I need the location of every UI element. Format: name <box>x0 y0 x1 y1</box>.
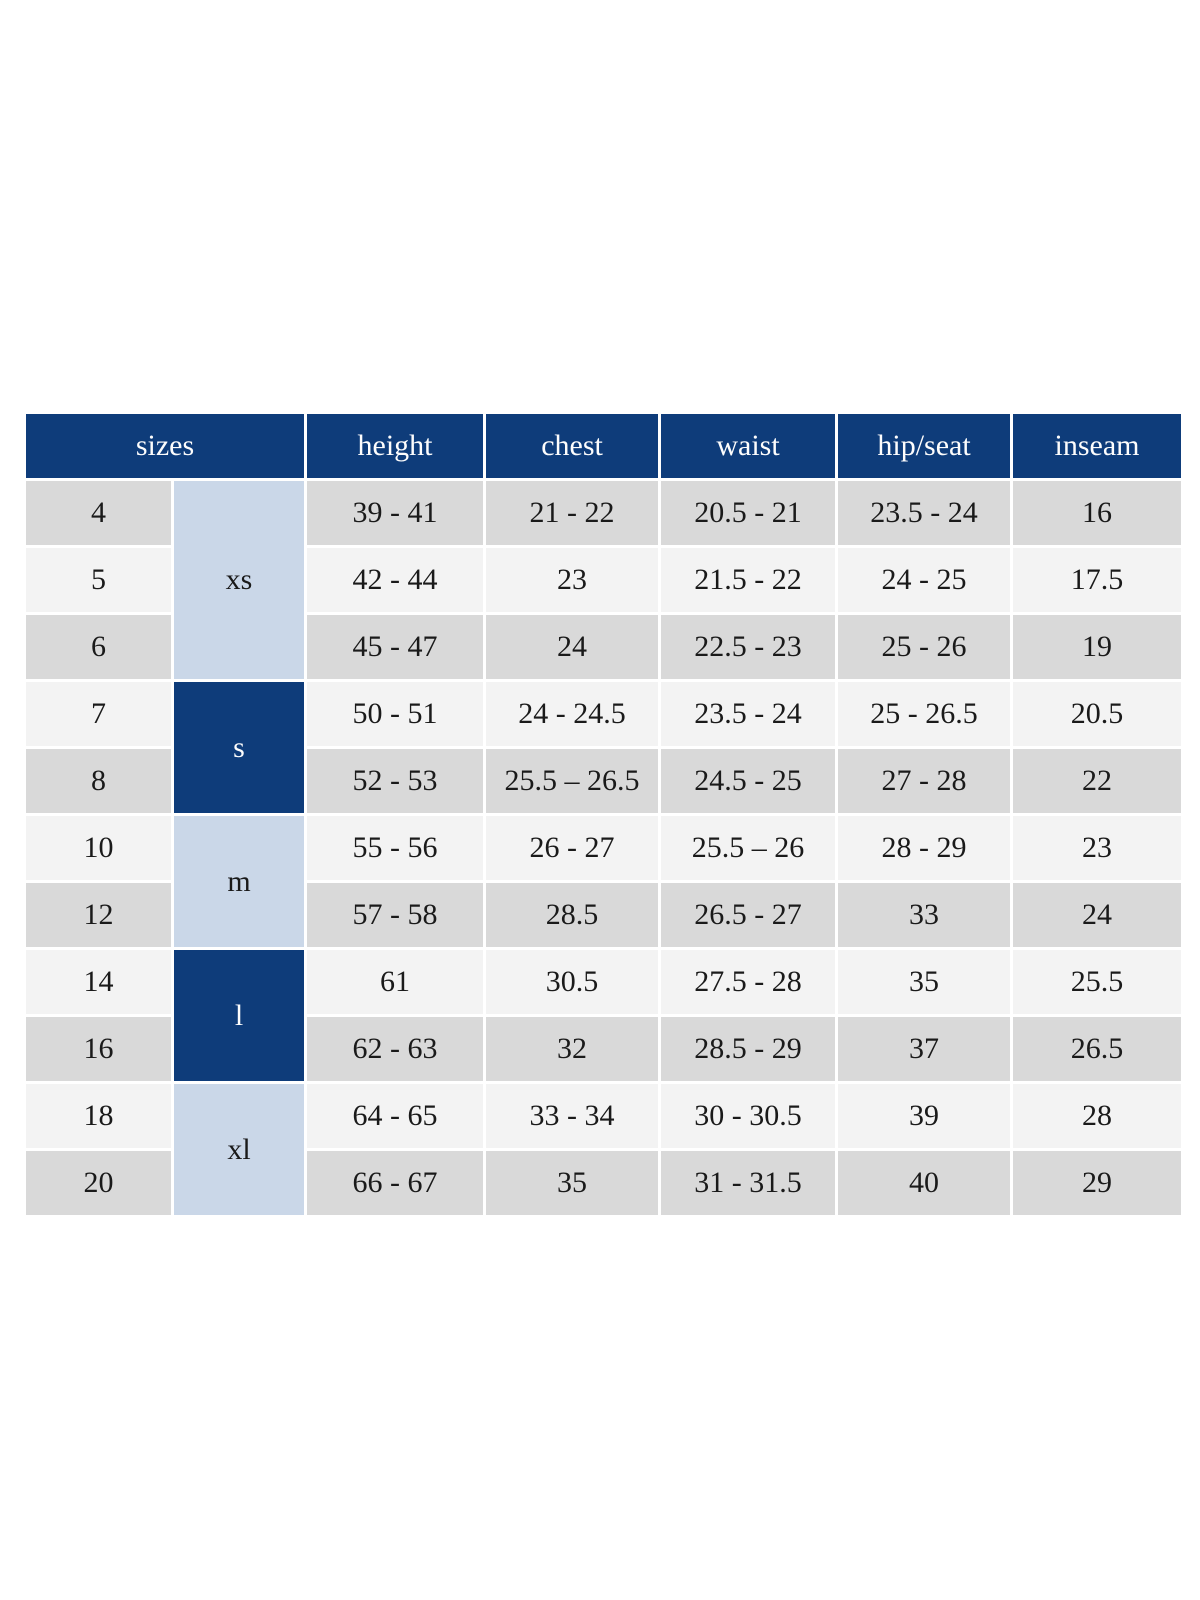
waist-value: 23.5 - 24 <box>661 682 836 746</box>
waist-value: 22.5 - 23 <box>661 615 836 679</box>
size-chart-table: sizes height chest waist hip/seat inseam… <box>23 411 1185 1218</box>
hip-seat-value: 35 <box>838 950 1011 1014</box>
hip-seat-value: 37 <box>838 1017 1011 1081</box>
chest-value: 32 <box>486 1017 659 1081</box>
height-value: 42 - 44 <box>307 548 484 612</box>
chest-value: 26 - 27 <box>486 816 659 880</box>
hip-seat-value: 27 - 28 <box>838 749 1011 813</box>
inseam-value: 16 <box>1013 481 1182 545</box>
height-value: 66 - 67 <box>307 1151 484 1215</box>
chest-value: 23 <box>486 548 659 612</box>
size-value: 5 <box>26 548 171 612</box>
table-row-size-4: 4 xs 39 - 41 21 - 22 20.5 - 21 23.5 - 24… <box>26 481 1182 679</box>
height-value: 39 - 41 <box>307 481 484 545</box>
table-header: sizes height chest waist hip/seat inseam <box>26 414 1182 478</box>
chest-value: 30.5 <box>486 950 659 1014</box>
inseam-value: 20.5 <box>1013 682 1182 746</box>
column-header-hip-seat: hip/seat <box>838 414 1011 478</box>
waist-value: 31 - 31.5 <box>661 1151 836 1215</box>
chest-value: 21 - 22 <box>486 481 659 545</box>
waist-value: 28.5 - 29 <box>661 1017 836 1081</box>
size-value: 6 <box>26 615 171 679</box>
hip-seat-value: 25 - 26 <box>838 615 1011 679</box>
table-row-size-7: 7 s 50 - 51 24 - 24.5 23.5 - 24 25 - 26.… <box>26 682 1182 813</box>
chest-value: 33 - 34 <box>486 1084 659 1148</box>
chest-value: 28.5 <box>486 883 659 947</box>
waist-value: 27.5 - 28 <box>661 950 836 1014</box>
table-row-size-20: 20 66 - 67 35 31 - 31.5 40 29 <box>26 1151 1182 1215</box>
hip-seat-value: 40 <box>838 1151 1011 1215</box>
size-value: 20 <box>26 1151 171 1215</box>
waist-value: 26.5 - 27 <box>661 883 836 947</box>
column-header-sizes: sizes <box>26 414 305 478</box>
group-cell-xl: xl <box>174 1084 305 1215</box>
table-row-size-12: 12 57 - 58 28.5 26.5 - 27 33 24 <box>26 883 1182 947</box>
size-value: 8 <box>26 749 171 813</box>
column-header-waist: waist <box>661 414 836 478</box>
chest-value: 24 <box>486 615 659 679</box>
inseam-value: 22 <box>1013 749 1182 813</box>
table-row-size-8: 8 52 - 53 25.5 – 26.5 24.5 - 25 27 - 28 … <box>26 749 1182 813</box>
waist-value: 25.5 – 26 <box>661 816 836 880</box>
hip-seat-value: 33 <box>838 883 1011 947</box>
group-cell-m: m <box>174 816 305 947</box>
table-row-size-6: 6 45 - 47 24 22.5 - 23 25 - 26 19 <box>26 615 1182 679</box>
table-body: 4 xs 39 - 41 21 - 22 20.5 - 21 23.5 - 24… <box>26 481 1182 1215</box>
height-value: 64 - 65 <box>307 1084 484 1148</box>
height-value: 61 <box>307 950 484 1014</box>
height-value: 55 - 56 <box>307 816 484 880</box>
header-row: sizes height chest waist hip/seat inseam <box>26 414 1182 478</box>
height-value: 57 - 58 <box>307 883 484 947</box>
inseam-value: 19 <box>1013 615 1182 679</box>
column-header-height: height <box>307 414 484 478</box>
size-chart: sizes height chest waist hip/seat inseam… <box>23 411 1185 1218</box>
hip-seat-value: 25 - 26.5 <box>838 682 1011 746</box>
hip-seat-value: 39 <box>838 1084 1011 1148</box>
column-header-inseam: inseam <box>1013 414 1182 478</box>
chest-value: 24 - 24.5 <box>486 682 659 746</box>
hip-seat-value: 24 - 25 <box>838 548 1011 612</box>
inseam-value: 23 <box>1013 816 1182 880</box>
inseam-value: 29 <box>1013 1151 1182 1215</box>
waist-value: 24.5 - 25 <box>661 749 836 813</box>
inseam-value: 24 <box>1013 883 1182 947</box>
size-value: 12 <box>26 883 171 947</box>
inseam-value: 25.5 <box>1013 950 1182 1014</box>
size-value: 18 <box>26 1084 171 1148</box>
size-value: 14 <box>26 950 171 1014</box>
height-value: 52 - 53 <box>307 749 484 813</box>
group-cell-l: l <box>174 950 305 1081</box>
height-value: 45 - 47 <box>307 615 484 679</box>
inseam-value: 17.5 <box>1013 548 1182 612</box>
height-value: 62 - 63 <box>307 1017 484 1081</box>
inseam-value: 26.5 <box>1013 1017 1182 1081</box>
hip-seat-value: 28 - 29 <box>838 816 1011 880</box>
inseam-value: 28 <box>1013 1084 1182 1148</box>
chest-value: 25.5 – 26.5 <box>486 749 659 813</box>
size-value: 4 <box>26 481 171 545</box>
height-value: 50 - 51 <box>307 682 484 746</box>
column-header-chest: chest <box>486 414 659 478</box>
waist-value: 30 - 30.5 <box>661 1084 836 1148</box>
size-value: 10 <box>26 816 171 880</box>
hip-seat-value: 23.5 - 24 <box>838 481 1011 545</box>
table-row-size-5: 5 42 - 44 23 21.5 - 22 24 - 25 17.5 <box>26 548 1182 612</box>
chest-value: 35 <box>486 1151 659 1215</box>
waist-value: 21.5 - 22 <box>661 548 836 612</box>
group-cell-xs: xs <box>174 481 305 679</box>
table-row-size-18: 18 xl 64 - 65 33 - 34 30 - 30.5 39 28 <box>26 1084 1182 1215</box>
waist-value: 20.5 - 21 <box>661 481 836 545</box>
size-value: 16 <box>26 1017 171 1081</box>
group-cell-s: s <box>174 682 305 813</box>
table-row-size-14: 14 l 61 30.5 27.5 - 28 35 25.5 <box>26 950 1182 1081</box>
table-row-size-16: 16 62 - 63 32 28.5 - 29 37 26.5 <box>26 1017 1182 1081</box>
table-row-size-10: 10 m 55 - 56 26 - 27 25.5 – 26 28 - 29 2… <box>26 816 1182 947</box>
size-value: 7 <box>26 682 171 746</box>
